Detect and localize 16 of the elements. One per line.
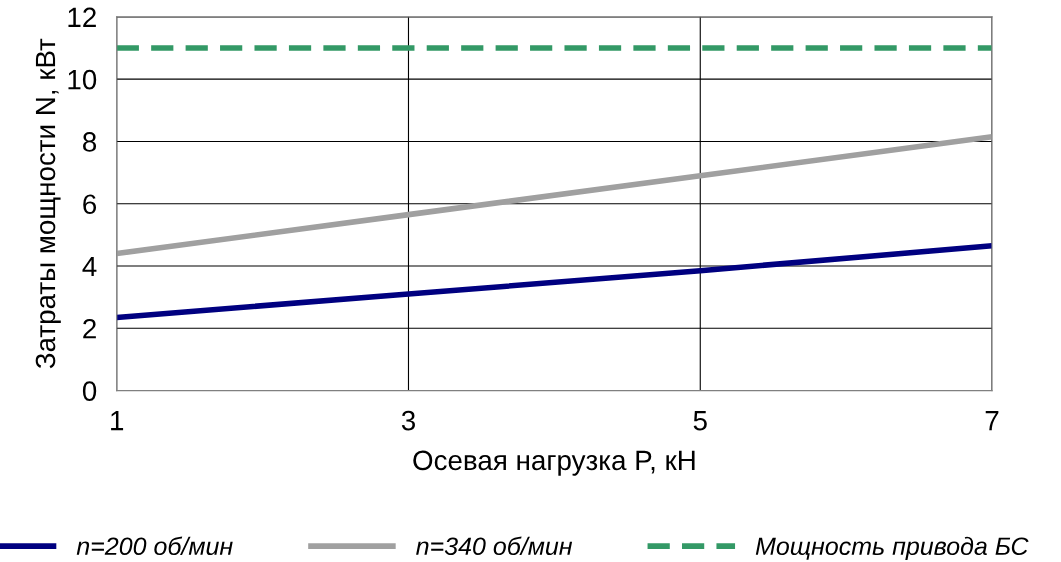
y-tick-label: 10 xyxy=(68,69,97,90)
y-axis-title: Затраты мощности N, кВт xyxy=(35,38,61,369)
x-tick-label: 7 xyxy=(985,411,999,431)
y-tick-label: 4 xyxy=(82,256,97,277)
y-tick-label: 0 xyxy=(82,381,97,401)
x-tick-label: 1 xyxy=(111,411,124,431)
y-tick-label: 6 xyxy=(83,194,97,215)
y-tick-label: 12 xyxy=(68,7,96,27)
legend-label: n=340 об/мин xyxy=(416,536,573,556)
x-axis-title: Осевая нагрузка P, кН xyxy=(413,450,695,476)
legend-label: Мощность привода БС xyxy=(755,536,1029,561)
x-tick-label: 3 xyxy=(401,410,415,431)
x-tick-label: 5 xyxy=(693,411,707,431)
y-tick-label: 8 xyxy=(83,132,97,152)
legend-label: n=200 об/мин xyxy=(76,536,233,556)
y-tick-label: 2 xyxy=(83,318,96,339)
